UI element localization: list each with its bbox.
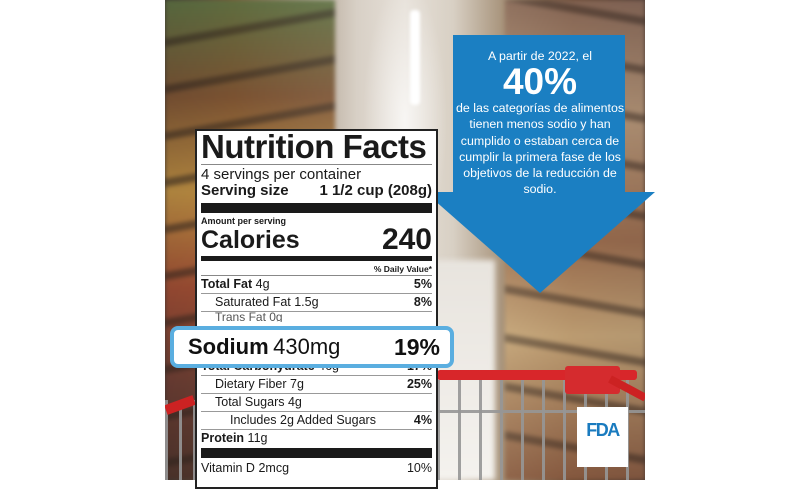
- amount-per-serving: Amount per serving: [201, 216, 287, 226]
- nutrient-row-total-sugars: Total Sugars 4g: [201, 394, 432, 412]
- fda-logo-text: FDA: [586, 420, 620, 440]
- calories-row: Calories 240: [201, 223, 432, 256]
- nutrient-row-vitamin-d: Vitamin D 2mcg 10%: [201, 461, 432, 475]
- sodium-percent: 19%: [393, 333, 440, 360]
- nutrition-facts-label: Nutrition Facts 4 servings per container…: [195, 129, 438, 489]
- sodium-highlight-row: Sodium 430mg 19%: [170, 326, 454, 368]
- ceiling-light: [410, 10, 420, 105]
- nutrient-row-trans-fat: Trans Fat 0g: [215, 312, 283, 322]
- nutrient-row-protein: Protein 11g: [201, 431, 268, 445]
- calories-value: 240: [381, 223, 432, 256]
- down-arrow-callout-shape: [425, 35, 655, 293]
- daily-value-header: % Daily Value*: [201, 263, 432, 276]
- sodium-amount: 430mg: [273, 334, 341, 359]
- sodium-label: Sodium: [188, 334, 269, 359]
- cart-rail: [437, 370, 637, 380]
- serving-size: Serving size 1 1/2 cup (208g): [201, 182, 432, 199]
- medium-divider: [201, 256, 432, 261]
- thick-divider: [201, 448, 432, 458]
- sodium-reduction-callout: A partir de 2022, el 40% de las categorí…: [455, 48, 625, 197]
- thick-divider: [201, 203, 432, 213]
- nutrient-row-saturated-fat: Saturated Fat 1.5g 8%: [201, 294, 432, 312]
- fda-logo: FDA: [577, 407, 628, 467]
- nutrition-facts-title: Nutrition Facts: [201, 128, 427, 165]
- nutrient-row-added-sugars: Includes 2g Added Sugars 4%: [201, 412, 432, 430]
- nutrient-row-total-fat: Total Fat 4g 5%: [201, 276, 432, 294]
- servings-per-container: 4 servings per container: [201, 166, 362, 183]
- callout-percent: 40%: [502, 61, 578, 103]
- callout-body: de las categorías de alimentos tienen me…: [455, 101, 625, 197]
- callout-intro: A partir de 2022, el: [487, 49, 592, 63]
- nutrient-row-dietary-fiber: Dietary Fiber 7g 25%: [201, 376, 432, 394]
